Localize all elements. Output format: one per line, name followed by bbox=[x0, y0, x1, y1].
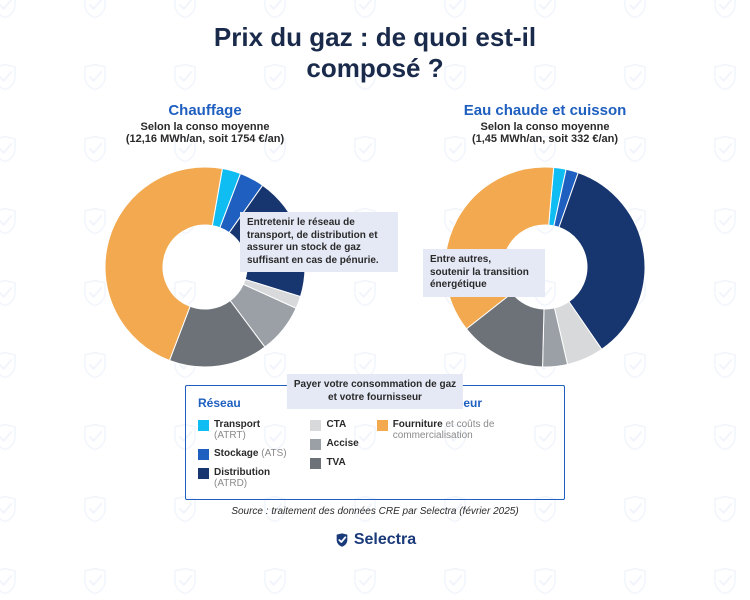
chart-right-sub1: Selon la conso moyenne bbox=[395, 121, 695, 133]
legend-item: CTA bbox=[310, 419, 358, 431]
brand-name: Selectra bbox=[354, 531, 416, 549]
donut-right-wrap: Entre autres,soutenir la transitionénerg… bbox=[435, 157, 655, 377]
legend-swatch bbox=[198, 449, 209, 460]
chart-right-sub2: (1,45 MWh/an, soit 332 €/an) bbox=[395, 133, 695, 145]
legend-label: Distribution (ATRD) bbox=[214, 467, 292, 489]
source-note: Source : traitement des données CRE par … bbox=[0, 506, 750, 517]
legend-swatch bbox=[310, 420, 321, 431]
legend-swatch bbox=[198, 420, 209, 431]
chart-left-sub2: (12,16 MWh/an, soit 1754 €/an) bbox=[55, 133, 355, 145]
left-callout-0: Entretenir le réseau detransport, de dis… bbox=[240, 212, 398, 272]
legend-col-1: TaxesCTAAcciseTVA bbox=[310, 396, 358, 489]
chart-left-sub1: Selon la conso moyenne bbox=[55, 121, 355, 133]
legend-item: TVA bbox=[310, 457, 358, 469]
legend-label: Fourniture et coûts de commercialisation bbox=[393, 419, 552, 441]
legend-swatch bbox=[310, 439, 321, 450]
legend-label: Accise bbox=[326, 438, 358, 449]
donut-left-wrap: Entretenir le réseau detransport, de dis… bbox=[95, 157, 315, 377]
check-shield-icon bbox=[334, 532, 350, 548]
legend-col-0: Réseau Transport (ATRT) Stockage (ATS) Dist… bbox=[198, 396, 292, 489]
legend-swatch bbox=[310, 458, 321, 469]
title-line2: composé ? bbox=[306, 53, 443, 83]
legend-label: CTA bbox=[326, 419, 346, 430]
brand-logo: Selectra bbox=[0, 531, 750, 549]
legend-item: Transport (ATRT) bbox=[198, 419, 292, 441]
callout-fourniture: Payer votre consommation de gazet votre … bbox=[287, 374, 463, 409]
legend-swatch bbox=[198, 468, 209, 479]
legend-label: Stockage (ATS) bbox=[214, 448, 287, 459]
chart-left-title: Chauffage bbox=[55, 102, 355, 119]
legend-item: Accise bbox=[310, 438, 358, 450]
content-root: Prix du gaz : de quoi est-il composé ? C… bbox=[0, 0, 750, 600]
legend-col-2: Gaz et fournisseurFourniture et coûts de… bbox=[377, 396, 552, 489]
charts-row: Chauffage Selon la conso moyenne (12,16 … bbox=[0, 102, 750, 377]
chart-right: Eau chaude et cuisson Selon la conso moy… bbox=[395, 102, 695, 377]
title-line1: Prix du gaz : de quoi est-il bbox=[214, 22, 536, 52]
legend-label: Transport (ATRT) bbox=[214, 419, 292, 441]
legend-item: Fourniture et coûts de commercialisation bbox=[377, 419, 552, 441]
page-title: Prix du gaz : de quoi est-il composé ? bbox=[0, 0, 750, 84]
legend-item: Stockage (ATS) bbox=[198, 448, 292, 460]
legend-item: Distribution (ATRD) bbox=[198, 467, 292, 489]
legend-head: Réseau bbox=[198, 396, 292, 410]
legend-label: TVA bbox=[326, 457, 345, 468]
legend-swatch bbox=[377, 420, 388, 431]
right-callout-0: Entre autres,soutenir la transitionénerg… bbox=[423, 249, 545, 297]
chart-right-title: Eau chaude et cuisson bbox=[395, 102, 695, 119]
chart-left: Chauffage Selon la conso moyenne (12,16 … bbox=[55, 102, 355, 377]
